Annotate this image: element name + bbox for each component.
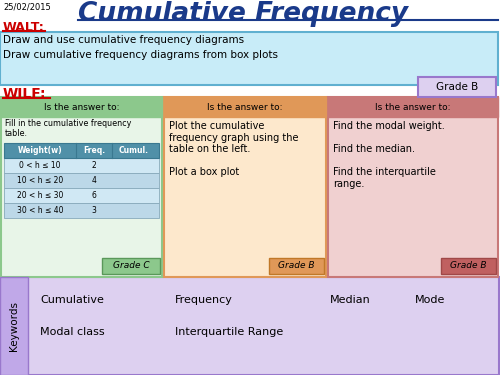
Bar bbox=[0, 277, 28, 375]
Bar bbox=[0, 32, 498, 85]
Text: Draw cumulative frequency diagrams from box plots: Draw cumulative frequency diagrams from … bbox=[3, 50, 278, 60]
Text: Is the answer to:: Is the answer to: bbox=[375, 102, 451, 111]
Text: 3: 3 bbox=[92, 206, 96, 215]
Text: Interquartile Range: Interquartile Range bbox=[175, 327, 283, 337]
Bar bbox=[4, 203, 159, 218]
Text: Keywords: Keywords bbox=[9, 301, 19, 351]
Bar bbox=[4, 143, 159, 158]
Bar bbox=[269, 258, 324, 274]
Text: Grade B: Grade B bbox=[450, 261, 487, 270]
Bar bbox=[164, 97, 326, 277]
Text: Cumul.: Cumul. bbox=[119, 146, 149, 155]
Text: Grade B: Grade B bbox=[278, 261, 315, 270]
Text: Plot the cumulative
frequency graph using the
table on the left.

Plot a box plo: Plot the cumulative frequency graph usin… bbox=[169, 121, 298, 177]
Text: Weight(w): Weight(w) bbox=[18, 146, 62, 155]
Text: Cumulative: Cumulative bbox=[40, 295, 104, 305]
Text: WILF:: WILF: bbox=[3, 87, 46, 101]
Bar bbox=[418, 77, 496, 97]
Bar bbox=[441, 258, 496, 274]
Text: 30 < h ≤ 40: 30 < h ≤ 40 bbox=[17, 206, 63, 215]
Text: Grade B: Grade B bbox=[436, 82, 478, 92]
Bar bbox=[4, 158, 159, 173]
Bar bbox=[102, 258, 160, 274]
Text: Draw and use cumulative frequency diagrams: Draw and use cumulative frequency diagra… bbox=[3, 35, 244, 45]
Text: Cumulative Frequency: Cumulative Frequency bbox=[78, 1, 408, 27]
Text: Is the answer to:: Is the answer to: bbox=[208, 102, 283, 111]
Bar bbox=[164, 97, 326, 117]
Text: Fill in the cumulative frequency
table.: Fill in the cumulative frequency table. bbox=[5, 119, 132, 138]
Text: Median: Median bbox=[330, 295, 371, 305]
Bar bbox=[4, 188, 159, 203]
Text: Is the answer to:: Is the answer to: bbox=[44, 102, 120, 111]
Text: Modal class: Modal class bbox=[40, 327, 104, 337]
Bar bbox=[328, 97, 498, 117]
Bar bbox=[1, 97, 162, 277]
Text: Find the modal weight.

Find the median.

Find the interquartile
range.: Find the modal weight. Find the median. … bbox=[333, 121, 445, 189]
Text: 0 < h ≤ 10: 0 < h ≤ 10 bbox=[19, 161, 61, 170]
Text: Freq.: Freq. bbox=[83, 146, 105, 155]
Text: 10 < h ≤ 20: 10 < h ≤ 20 bbox=[17, 176, 63, 185]
Bar bbox=[1, 97, 162, 117]
Text: 25/02/2015: 25/02/2015 bbox=[3, 3, 51, 12]
Text: 6: 6 bbox=[92, 191, 96, 200]
Text: Mode: Mode bbox=[415, 295, 446, 305]
Text: 2: 2 bbox=[92, 161, 96, 170]
Text: WALT:: WALT: bbox=[3, 21, 45, 34]
Bar bbox=[4, 173, 159, 188]
Text: Grade C: Grade C bbox=[112, 261, 150, 270]
Text: 20 < h ≤ 30: 20 < h ≤ 30 bbox=[17, 191, 63, 200]
Text: Frequency: Frequency bbox=[175, 295, 233, 305]
Bar bbox=[328, 97, 498, 277]
Bar bbox=[0, 277, 499, 375]
Text: 4: 4 bbox=[92, 176, 96, 185]
